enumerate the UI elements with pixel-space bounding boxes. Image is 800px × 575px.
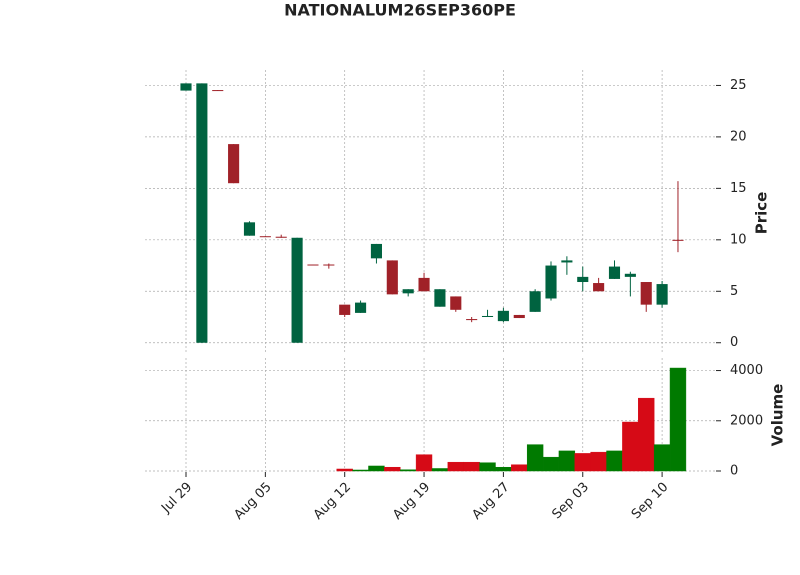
volume-axis-label: Volume: [769, 384, 787, 447]
volume-bar: [638, 397, 655, 472]
price-axis-label: Price: [753, 192, 771, 235]
volume-bar: [463, 461, 480, 472]
candle-body: [545, 265, 557, 299]
candle-body: [259, 236, 271, 238]
candle-body: [418, 277, 430, 292]
candle-body: [212, 90, 224, 92]
volume-bar: [495, 466, 512, 472]
volume-bar: [653, 444, 671, 472]
candle-body: [577, 276, 589, 283]
y-tick-label: 20: [730, 129, 747, 144]
volume-bar: [542, 456, 560, 472]
candle-body: [275, 236, 287, 238]
volume-bar: [431, 468, 449, 472]
y2-tick-label: 2000: [730, 413, 763, 428]
candle-body: [466, 319, 478, 321]
volume-bar: [669, 367, 687, 472]
candle-body: [513, 314, 525, 319]
candle-body: [672, 239, 684, 241]
y-tick-label: 15: [730, 181, 747, 196]
candle-body: [608, 266, 621, 279]
y2-tick-label: 0: [730, 464, 738, 479]
candle-body: [434, 289, 446, 307]
volume-bar: [558, 450, 576, 472]
volume-bar: [479, 462, 496, 472]
candle-body: [640, 282, 652, 305]
x-tick-label: Aug 27: [470, 480, 513, 523]
volume-bar: [447, 461, 464, 472]
volume-bar: [352, 469, 369, 472]
y-tick-label: 25: [730, 78, 747, 93]
chart-title: NATIONALUM26SEP360PE: [284, 1, 516, 20]
volume-bar: [384, 466, 401, 472]
volume-bar: [399, 469, 417, 472]
candle-body: [624, 273, 636, 277]
volume-bar: [336, 468, 353, 472]
candle-body: [402, 289, 414, 294]
y-tick-label: 10: [730, 232, 747, 247]
candle-body: [307, 264, 319, 266]
volume-bar: [590, 451, 607, 472]
y-tick-label: 5: [730, 284, 738, 299]
candle-body: [355, 302, 367, 313]
candle-body: [323, 264, 335, 266]
volume-bar: [622, 421, 639, 472]
volume-bar: [574, 453, 591, 472]
candle-body: [228, 144, 240, 184]
x-tick-label: Aug 12: [311, 480, 354, 523]
volume-bar: [368, 465, 385, 472]
x-tick-label: Sep 10: [629, 480, 672, 523]
x-tick-label: Aug 19: [390, 480, 433, 523]
candle-body: [243, 222, 256, 236]
candle-body: [656, 284, 668, 305]
volume-bar: [415, 454, 433, 472]
x-tick-label: Aug 05: [231, 480, 274, 523]
candle-body: [180, 83, 192, 91]
candle-body: [196, 83, 208, 343]
candle-body: [593, 283, 605, 292]
volume-bar: [606, 450, 623, 472]
y-tick-label: 0: [730, 335, 738, 350]
candle-body: [481, 315, 494, 318]
candle-body: [529, 291, 541, 312]
candle-body: [561, 260, 573, 263]
candle-body: [339, 304, 351, 315]
candle-body: [291, 237, 303, 343]
y2-tick-label: 4000: [730, 363, 763, 378]
x-tick-label: Jul 29: [158, 480, 195, 517]
candle-body: [370, 243, 382, 259]
candle-body: [450, 296, 462, 310]
x-tick-label: Sep 03: [549, 480, 592, 523]
candle-body: [386, 260, 398, 295]
volume-bar: [511, 464, 528, 472]
volume-bar: [526, 444, 544, 472]
candle-body: [497, 310, 509, 322]
